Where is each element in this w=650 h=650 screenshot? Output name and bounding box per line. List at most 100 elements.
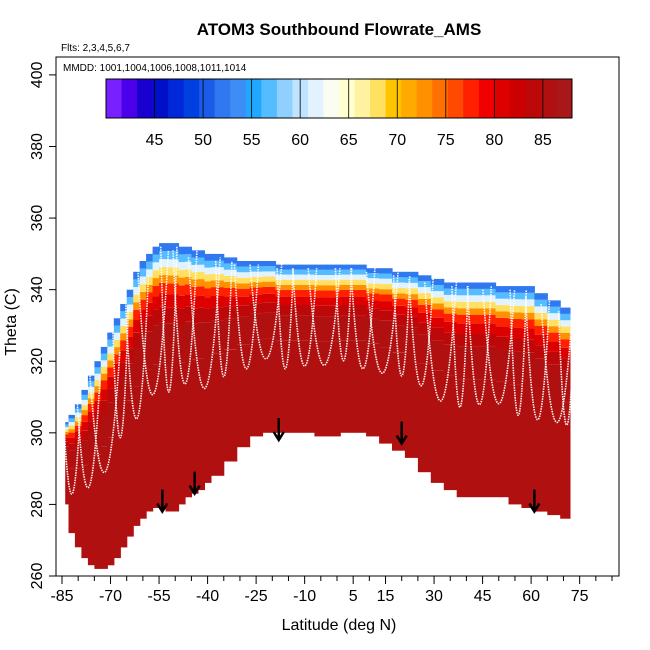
heatmap-cell bbox=[482, 282, 497, 289]
heatmap-cell bbox=[547, 300, 561, 307]
heatmap-cell bbox=[236, 266, 251, 273]
colorbar-frame bbox=[105, 78, 573, 119]
heatmap-cell bbox=[430, 278, 445, 285]
x-tick-label: -85 bbox=[50, 588, 73, 605]
heatmap-cell bbox=[404, 288, 419, 295]
heatmap-cell bbox=[68, 450, 76, 469]
heatmap-cell bbox=[534, 293, 548, 300]
heatmap-cell bbox=[210, 260, 225, 268]
heatmap-cell bbox=[159, 362, 167, 508]
heatmap-cell bbox=[165, 307, 173, 324]
heatmap-cell bbox=[100, 380, 108, 390]
heatmap-cell bbox=[314, 316, 328, 342]
heatmap-cell bbox=[443, 313, 458, 322]
heatmap-cell bbox=[236, 261, 251, 267]
flight-track bbox=[172, 250, 198, 385]
heatmap-cell bbox=[113, 426, 121, 559]
heatmap-cell bbox=[146, 302, 154, 316]
heatmap-cell bbox=[65, 422, 69, 425]
heatmap-cell bbox=[113, 332, 121, 340]
heatmap-cell bbox=[178, 262, 186, 270]
heatmap-cell bbox=[249, 266, 264, 272]
flight-track bbox=[123, 275, 150, 420]
heatmap-cell bbox=[65, 441, 69, 447]
heatmap-cell bbox=[443, 282, 458, 289]
heatmap-cell bbox=[340, 284, 354, 290]
heatmap-cell bbox=[340, 305, 354, 316]
heatmap-cell bbox=[366, 283, 380, 289]
x-axis-label: Latitude (deg N) bbox=[282, 617, 397, 634]
heatmap-cell bbox=[366, 308, 380, 319]
heatmap-cell bbox=[204, 267, 212, 275]
heatmap-cell bbox=[197, 322, 205, 359]
heatmap-cell bbox=[146, 261, 154, 270]
heatmap-cell bbox=[146, 253, 154, 262]
flight-track bbox=[62, 418, 81, 495]
heatmap-cell bbox=[560, 339, 571, 348]
heatmap-cell bbox=[120, 340, 128, 351]
heatmap-cell bbox=[120, 350, 128, 363]
heatmap-cell bbox=[379, 273, 393, 279]
heatmap-cell bbox=[508, 286, 522, 293]
heatmap-cell bbox=[417, 312, 432, 323]
flight-track bbox=[466, 286, 493, 405]
flight-track bbox=[423, 282, 458, 402]
heatmap-cell bbox=[275, 315, 289, 341]
heatmap-cell bbox=[288, 279, 302, 285]
heatmap-cell bbox=[236, 288, 251, 297]
flight-tracks bbox=[62, 246, 576, 495]
heatmap-cell bbox=[495, 292, 509, 299]
heatmap-cell bbox=[133, 320, 141, 333]
heatmap-cell bbox=[172, 243, 180, 252]
heatmap-cell bbox=[191, 264, 199, 273]
colorbar-swatch bbox=[183, 79, 200, 118]
heatmap-cell bbox=[314, 285, 328, 291]
heatmap-cell bbox=[456, 295, 471, 302]
heatmap-cell bbox=[495, 326, 509, 337]
heatmap-cell bbox=[430, 370, 445, 483]
heatmap-cell bbox=[262, 276, 277, 282]
heatmap-cell bbox=[81, 405, 89, 410]
colorbar-swatch bbox=[307, 79, 324, 118]
y-tick-label: 400 bbox=[29, 61, 46, 88]
heatmap-cell bbox=[87, 421, 95, 433]
flight-track bbox=[307, 268, 341, 366]
heatmap-cell bbox=[275, 289, 289, 297]
heatmap-cell bbox=[353, 279, 367, 285]
colorbar-swatch bbox=[385, 79, 402, 118]
heatmap-cell bbox=[301, 289, 315, 297]
heatmap-cell bbox=[392, 298, 406, 306]
flight-track bbox=[509, 289, 528, 416]
colorbar-swatch bbox=[152, 79, 169, 118]
heatmap-cell bbox=[68, 429, 76, 433]
heatmap-cell bbox=[126, 311, 134, 320]
heatmap-cell bbox=[204, 260, 212, 268]
heatmap-cell bbox=[184, 294, 192, 307]
heatmap-cell bbox=[314, 264, 328, 270]
x-tick-label: 60 bbox=[522, 588, 540, 605]
heatmap-cell bbox=[301, 305, 315, 316]
colorbar-swatch bbox=[137, 79, 153, 118]
heatmap-cell bbox=[191, 250, 199, 258]
heatmap-cell bbox=[197, 264, 205, 272]
colorbar-swatch bbox=[416, 79, 433, 118]
heatmap-cell bbox=[152, 270, 160, 278]
colorbar-swatch bbox=[478, 79, 495, 118]
colorbar-swatch bbox=[199, 79, 216, 118]
heatmap-cell bbox=[314, 274, 328, 281]
heatmap-cell bbox=[301, 284, 315, 290]
arrow-marker bbox=[188, 471, 201, 497]
heatmap-cell bbox=[547, 341, 561, 352]
heatmap-cell bbox=[314, 280, 328, 286]
heatmap-cell bbox=[508, 299, 522, 306]
flight-track bbox=[87, 350, 121, 473]
y-tick-label: 340 bbox=[29, 276, 46, 303]
heatmap-cell bbox=[178, 295, 186, 309]
flights-label: Flts: 2,3,4,5,6,7 bbox=[61, 43, 130, 54]
colorbar-swatch bbox=[276, 79, 293, 118]
heatmap-cell bbox=[469, 288, 484, 296]
heatmap-cell bbox=[223, 349, 238, 462]
heatmap-cell bbox=[560, 358, 571, 371]
heatmap-cell bbox=[534, 391, 548, 512]
heatmap-cell bbox=[184, 284, 192, 295]
